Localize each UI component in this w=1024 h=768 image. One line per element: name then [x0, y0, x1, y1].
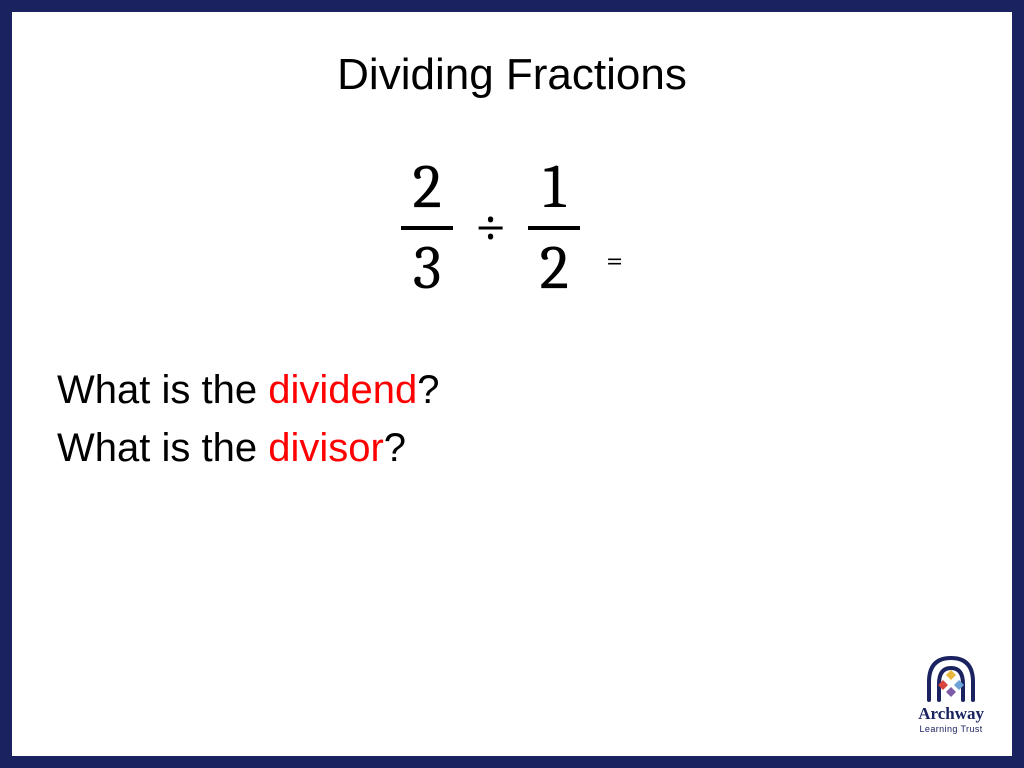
fraction-1-denominator: 3: [413, 236, 442, 301]
q1-term: dividend: [268, 368, 417, 412]
fraction-bar: [401, 226, 453, 230]
equation-row: 2 3 ÷ 1 2 =: [57, 155, 967, 301]
q1-prefix: What is the: [57, 368, 268, 412]
q2-suffix: ?: [384, 426, 406, 470]
slide-frame: Dividing Fractions 2 3 ÷ 1 2 = What is t…: [0, 0, 1024, 768]
fraction-2-numerator: 1: [543, 155, 565, 220]
fraction-1: 2 3: [401, 155, 453, 301]
question-2: What is the divisor?: [57, 419, 967, 477]
fraction-2-denominator: 2: [540, 236, 569, 301]
q2-prefix: What is the: [57, 426, 268, 470]
q2-term: divisor: [268, 426, 384, 470]
fraction-2: 1 2: [528, 155, 580, 301]
logo-name: Archway: [918, 704, 984, 724]
slide-title: Dividing Fractions: [57, 50, 967, 100]
logo-subtitle: Learning Trust: [920, 724, 983, 734]
equals-sign: =: [606, 243, 623, 278]
fraction-1-numerator: 2: [413, 155, 442, 220]
archway-logo-icon: [919, 650, 983, 702]
archway-logo: Archway Learning Trust: [918, 650, 984, 734]
question-block: What is the dividend? What is the diviso…: [57, 361, 967, 477]
division-operator: ÷: [475, 194, 506, 258]
q1-suffix: ?: [417, 368, 439, 412]
question-1: What is the dividend?: [57, 361, 967, 419]
fraction-bar: [528, 226, 580, 230]
